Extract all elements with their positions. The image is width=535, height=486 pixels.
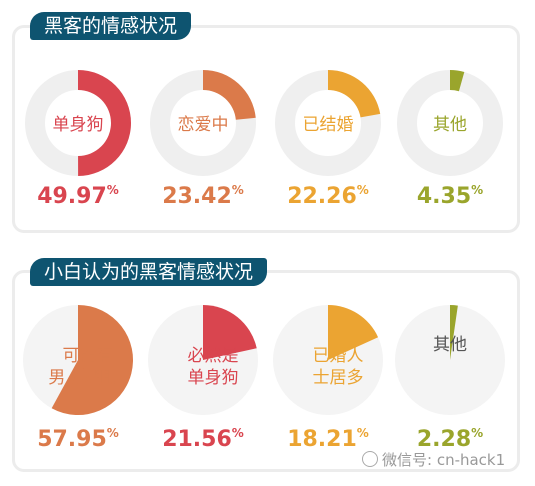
sector-4 xyxy=(450,305,458,360)
sector-3 xyxy=(328,305,379,360)
slice-label-2-3: 已婚人 xyxy=(313,346,364,366)
watermark-text: 微信号: cn-hack1 xyxy=(382,451,506,469)
value-label-2-2: 21.56% xyxy=(162,426,244,452)
sector-1 xyxy=(51,305,134,415)
value-label-2-1: 57.95% xyxy=(37,426,119,452)
slice-label-1-4: 其他 xyxy=(433,115,467,135)
slice-label-1-1: 单身狗 xyxy=(53,115,104,135)
slice-label-2-2: 必然是 xyxy=(188,346,239,366)
watermark: 微信号: cn-hack1 xyxy=(362,449,505,470)
slice-label-2-3: 士居多 xyxy=(313,368,364,388)
donut-segment-3 xyxy=(328,70,381,118)
chart-panel-1 xyxy=(12,25,520,233)
sector-2 xyxy=(203,305,257,360)
donut-segment-4 xyxy=(450,70,465,92)
slice-label-2-1: 男 /女朋友 xyxy=(48,368,127,388)
chart-title-1: 黑客的情感状况 xyxy=(30,12,192,40)
donut-segment-1 xyxy=(78,70,132,176)
slice-label-1-2: 恋爱中 xyxy=(178,114,229,135)
value-label-1-3: 22.26% xyxy=(287,183,369,209)
slice-label-1-3: 已结婚 xyxy=(303,115,354,135)
slice-label-2-4: 其他 xyxy=(433,335,467,355)
value-label-1-1: 49.97% xyxy=(37,183,119,209)
slice-label-2-1: 可能有 xyxy=(63,346,114,366)
chart-title-2: 小白认为的黑客情感状况 xyxy=(30,258,268,286)
value-label-1-4: 4.35% xyxy=(417,183,483,209)
donut-segment-2 xyxy=(203,70,256,120)
slice-label-2-2: 单身狗 xyxy=(188,368,239,388)
value-label-1-2: 23.42% xyxy=(162,183,244,209)
wechat-icon xyxy=(362,451,378,467)
value-label-2-3: 18.21% xyxy=(287,426,369,452)
